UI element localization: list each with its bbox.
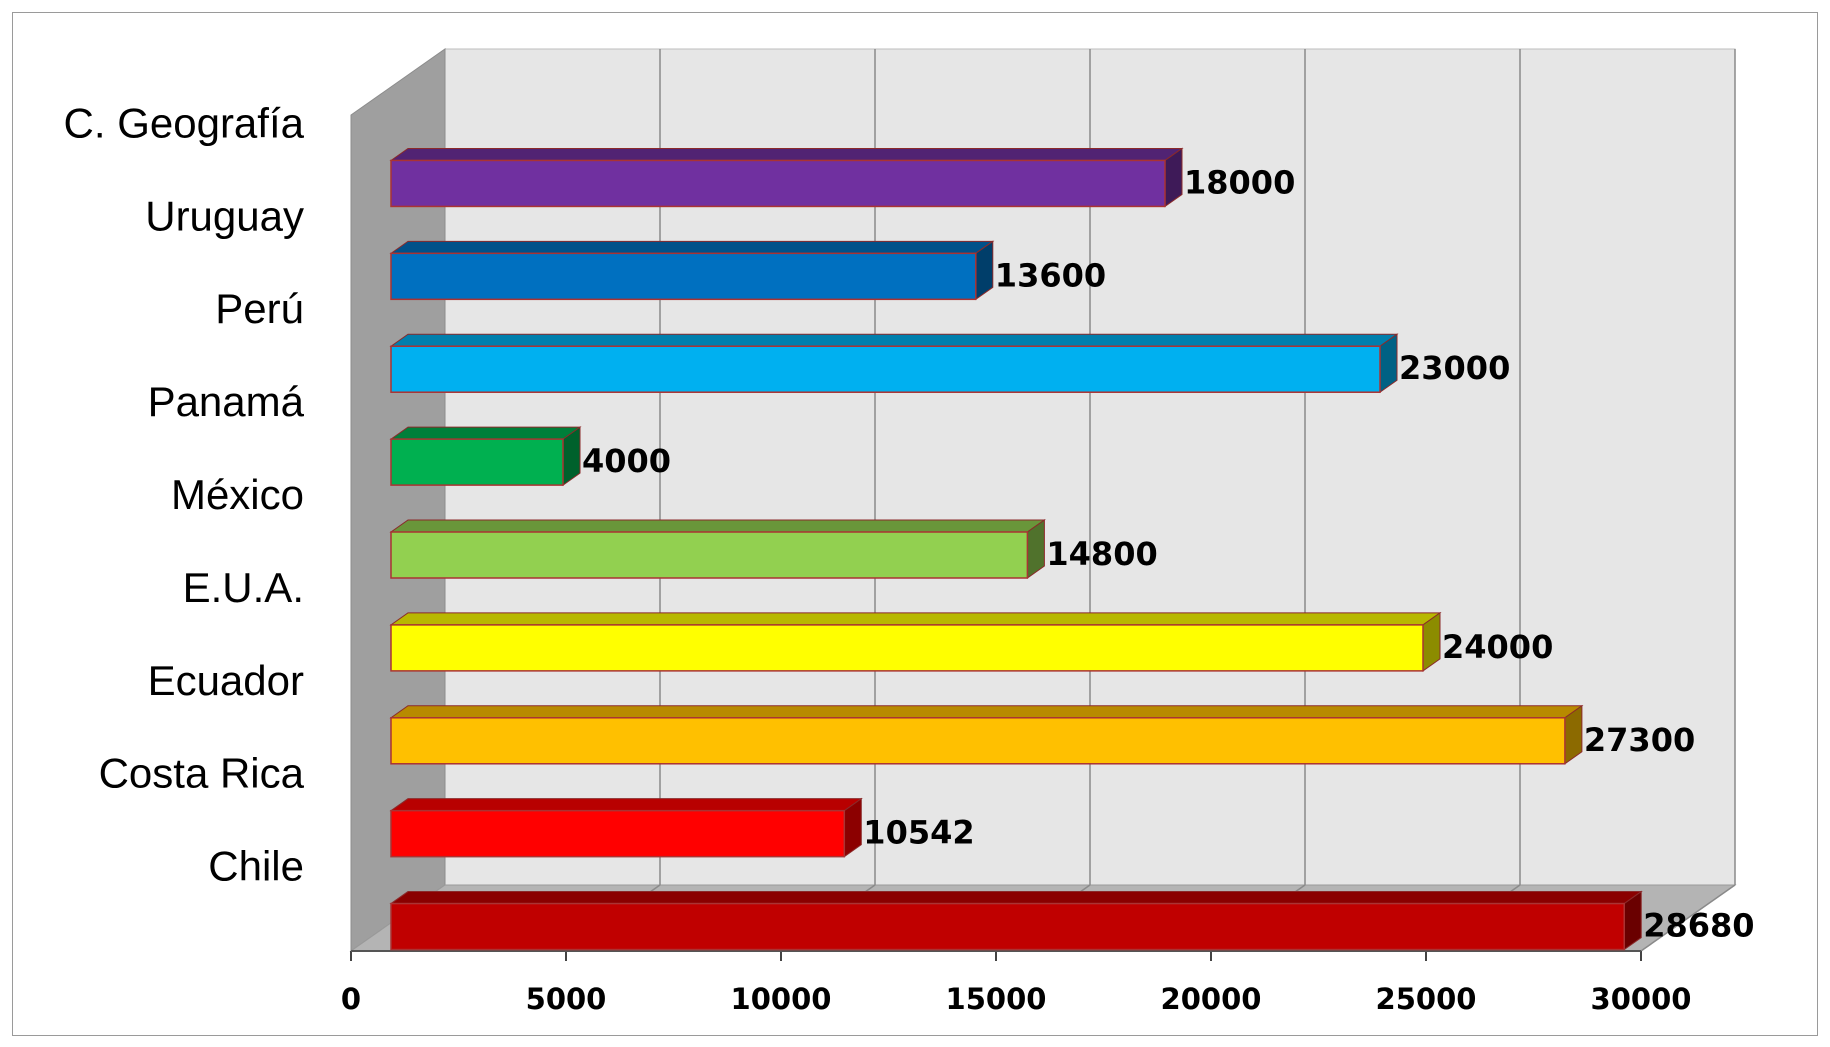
bar-top-Uruguay [389,240,995,254]
bar-Uruguay [390,252,977,301]
bar-C. Geografía [390,159,1166,208]
data-label: 23000 [1399,349,1510,387]
category-label: Chile [208,843,304,890]
data-label: 18000 [1184,163,1295,201]
bar-top-Perú [389,333,1399,347]
bar-Chile [390,902,1625,951]
bars [389,147,1643,951]
bar-top-Costa Rica [389,798,863,812]
data-label: 13600 [995,256,1106,294]
bar-top-Ecuador [389,705,1584,719]
bar-Panamá [390,438,564,486]
labels: 0 5000 10000 15000 20000 25000 30000 28680 Chile… [64,99,1755,1016]
category-label: E.U.A. [183,564,304,611]
category-label: México [171,471,304,518]
bar-top-E.U.A. [389,612,1442,626]
category-label: Panamá [148,378,305,425]
bar-Costa Rica [390,809,846,858]
category-label: C. Geografía [64,99,305,146]
x-tick-label: 15000 [946,982,1047,1016]
data-label: 10542 [863,814,974,852]
x-tick-label: 5000 [526,982,607,1016]
category-label: Perú [215,285,304,332]
bar-top-México [389,519,1046,533]
x-tick-label: 25000 [1376,982,1477,1016]
data-label: 24000 [1442,628,1553,666]
bar-top-Panamá [389,426,582,440]
bar-Ecuador [390,717,1566,765]
x-tick-label: 0 [341,982,361,1016]
x-tick-label: 10000 [731,982,832,1016]
category-label: Ecuador [148,657,304,704]
category-label: Uruguay [145,192,304,239]
x-tick-label: 30000 [1591,982,1692,1016]
bar-E.U.A. [390,624,1424,672]
data-label: 28680 [1643,907,1754,945]
bar-top-Chile [389,891,1643,905]
bar-top-C. Geografía [389,147,1184,161]
floor-gridline [1640,884,1736,952]
data-label: 14800 [1046,535,1157,573]
data-label: 4000 [582,442,671,480]
bar-México [390,531,1029,579]
category-label: Costa Rica [99,750,305,797]
x-tick-label: 20000 [1161,982,1262,1016]
data-label: 27300 [1584,721,1695,759]
bar-Perú [390,345,1381,393]
